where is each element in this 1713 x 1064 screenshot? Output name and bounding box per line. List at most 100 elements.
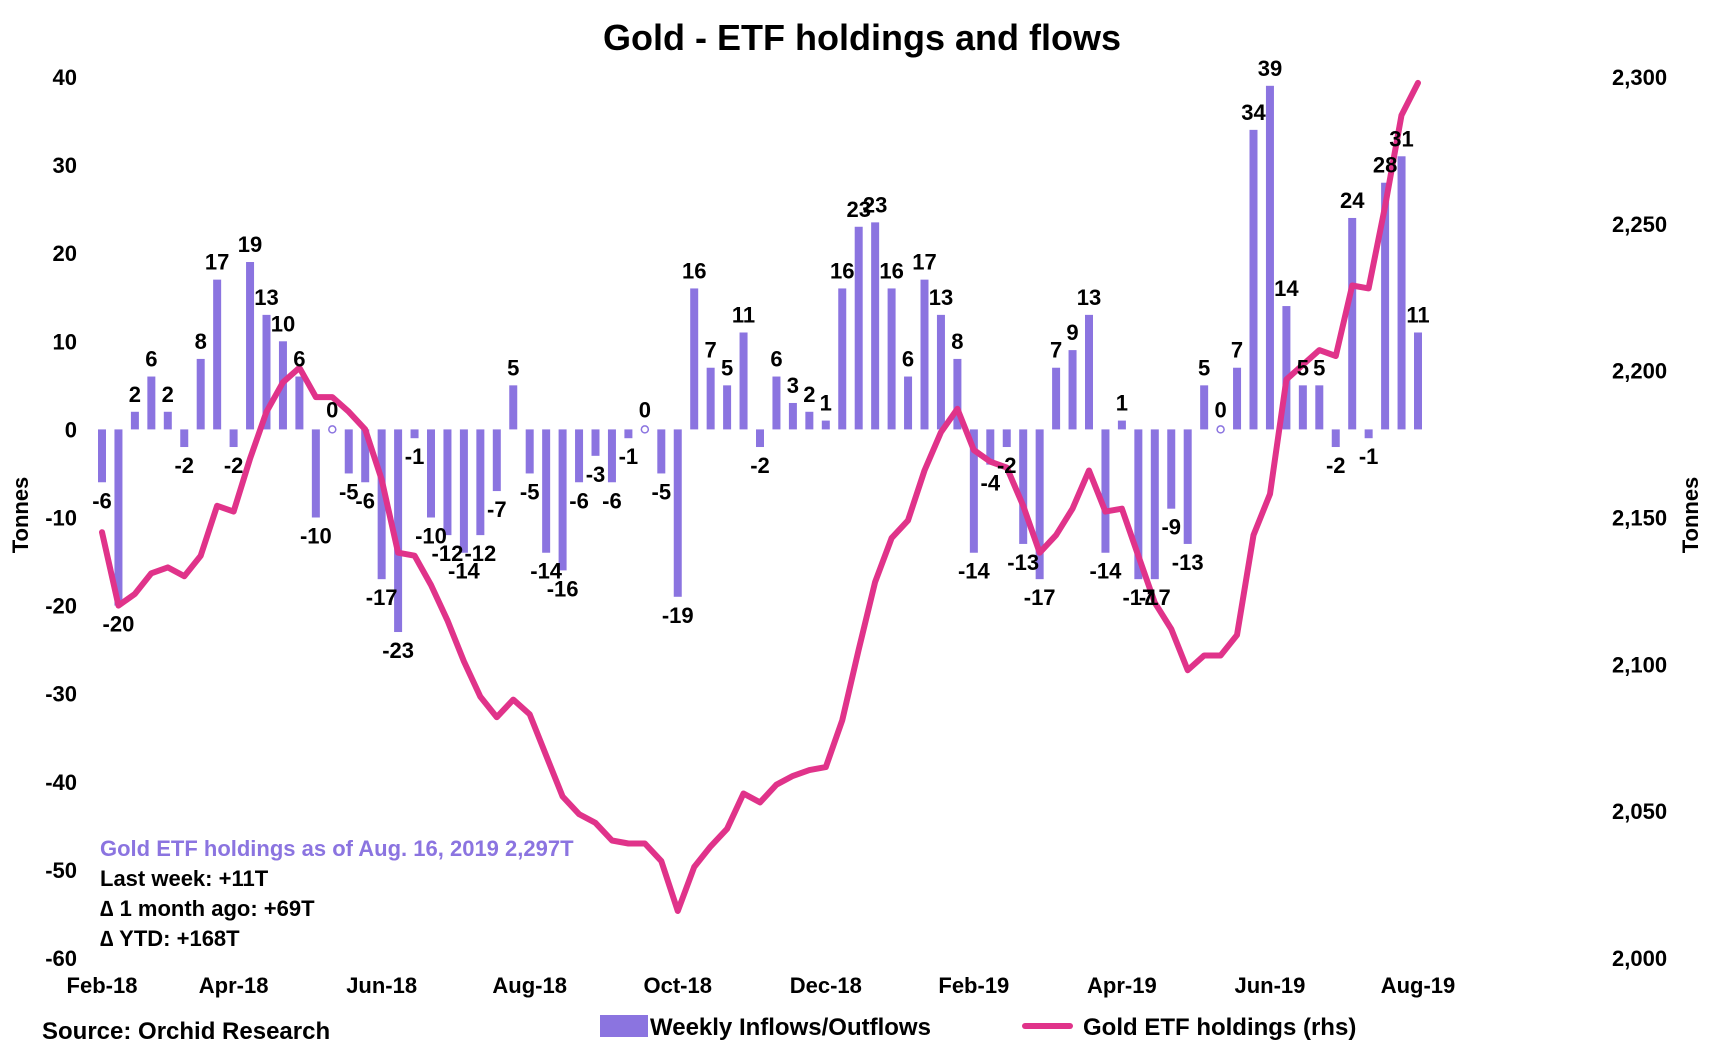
bar-data-label: -4 bbox=[981, 471, 1001, 496]
bar-data-label: 6 bbox=[770, 347, 782, 372]
bar-data-label: 39 bbox=[1258, 56, 1282, 81]
flow-bar bbox=[196, 358, 205, 430]
x-tick-label: Dec-18 bbox=[790, 973, 862, 998]
bar-data-label: -2 bbox=[1326, 453, 1346, 478]
bar-data-label: -14 bbox=[1090, 559, 1123, 584]
flow-bar bbox=[607, 429, 616, 483]
bar-data-label: -13 bbox=[1007, 550, 1039, 575]
flow-bar bbox=[377, 429, 386, 580]
bar-data-label: -1 bbox=[619, 444, 639, 469]
flow-bar bbox=[262, 314, 271, 430]
flow-bar bbox=[1331, 429, 1340, 448]
flow-bar bbox=[1265, 85, 1274, 430]
flow-bar bbox=[246, 262, 255, 430]
right-axis-ticks: 2,300 2,250 2,200 2,150 2,100 2,050 2,000 bbox=[1612, 65, 1667, 971]
bar-data-label: 8 bbox=[951, 329, 963, 354]
x-tick-label: Feb-18 bbox=[67, 973, 138, 998]
flow-bar bbox=[114, 429, 123, 606]
flow-bar bbox=[821, 420, 830, 430]
flow-bar bbox=[1364, 429, 1373, 439]
bar-data-label: 34 bbox=[1241, 100, 1266, 125]
left-axis-ticks: 40 30 20 10 0 -10 -20 -30 -40 -50 -60 bbox=[45, 65, 77, 971]
flow-bar bbox=[936, 314, 945, 430]
x-tick-label: Jun-18 bbox=[346, 973, 417, 998]
flow-bar bbox=[1052, 367, 1061, 430]
flow-bar bbox=[1167, 429, 1176, 509]
bar-data-label: 6 bbox=[293, 347, 305, 372]
flow-bar bbox=[1233, 367, 1242, 430]
flow-bar bbox=[130, 411, 139, 430]
flow-bar bbox=[723, 385, 732, 430]
flow-bar bbox=[838, 288, 847, 430]
flow-bar bbox=[328, 425, 337, 434]
legend-bar-label: Weekly Inflows/Outflows bbox=[650, 1014, 931, 1041]
flow-bar bbox=[788, 402, 797, 430]
flow-bar bbox=[1414, 332, 1422, 430]
bar-data-label: -6 bbox=[569, 488, 589, 513]
flow-bar bbox=[1397, 156, 1406, 430]
bar-data-label: -14 bbox=[530, 559, 563, 584]
bar-data-label: -23 bbox=[382, 638, 414, 663]
flow-bar bbox=[657, 429, 666, 474]
bar-data-label: -6 bbox=[355, 488, 375, 513]
bar-data-label: -20 bbox=[103, 612, 135, 637]
flow-bar bbox=[443, 429, 452, 536]
flow-bar bbox=[459, 429, 468, 553]
bar-data-label: 16 bbox=[682, 258, 706, 283]
flow-bar bbox=[739, 332, 748, 430]
flow-bar bbox=[887, 288, 896, 430]
x-tick-label: Aug-19 bbox=[1381, 973, 1456, 998]
bar-data-label: 10 bbox=[271, 311, 295, 336]
flow-bar bbox=[476, 429, 485, 536]
bar-data-label: 3 bbox=[787, 373, 799, 398]
left-tick-label: 30 bbox=[53, 153, 77, 178]
bar-data-label: 5 bbox=[1198, 355, 1210, 380]
bar-data-label: 24 bbox=[1340, 188, 1365, 213]
flow-bar bbox=[147, 376, 156, 430]
left-tick-label: -40 bbox=[45, 770, 77, 795]
right-tick-label: 2,300 bbox=[1612, 65, 1667, 90]
bar-data-label: 2 bbox=[129, 382, 141, 407]
flow-bar bbox=[969, 429, 978, 553]
left-axis-label: Tonnes bbox=[8, 477, 33, 554]
bar-data-label: -17 bbox=[1024, 585, 1056, 610]
bar-data-label: -12 bbox=[464, 541, 496, 566]
bar-data-label: -5 bbox=[652, 479, 672, 504]
bar-data-label: 5 bbox=[507, 355, 519, 380]
bar-data-label: -2 bbox=[224, 453, 244, 478]
bar-data-label: 0 bbox=[326, 397, 338, 422]
bar-data-label: -6 bbox=[92, 488, 112, 513]
bar-data-label: 6 bbox=[145, 347, 157, 372]
bar-series-weekly-flows bbox=[98, 85, 1422, 633]
flow-bar bbox=[575, 429, 584, 483]
flow-bar bbox=[410, 429, 419, 439]
bar-data-label: 13 bbox=[929, 285, 953, 310]
source-note: Source: Orchid Research bbox=[42, 1018, 330, 1045]
flow-bar bbox=[1200, 385, 1209, 430]
x-tick-label: Apr-19 bbox=[1087, 973, 1157, 998]
bar-data-label: 5 bbox=[1297, 355, 1309, 380]
flow-bar bbox=[361, 429, 370, 483]
bar-data-label: 2 bbox=[803, 382, 815, 407]
flow-bar bbox=[542, 429, 551, 553]
left-tick-label: 0 bbox=[65, 417, 77, 442]
flow-bar bbox=[1348, 217, 1357, 430]
flow-bar bbox=[953, 358, 962, 430]
bar-data-label: 14 bbox=[1274, 276, 1299, 301]
bar-data-label: -5 bbox=[520, 479, 540, 504]
flow-bar bbox=[591, 429, 600, 456]
flow-bar bbox=[805, 411, 814, 430]
annotation-last-week: Last week: +11T bbox=[100, 866, 269, 891]
annotation-one-month: ∆ 1 month ago: +69T bbox=[100, 896, 315, 921]
bar-data-label: -17 bbox=[366, 585, 398, 610]
left-tick-label: -30 bbox=[45, 682, 77, 707]
flow-bar bbox=[673, 429, 682, 597]
bar-data-label: -1 bbox=[405, 444, 425, 469]
bar-data-label: 7 bbox=[705, 338, 717, 363]
flow-bar bbox=[1085, 314, 1093, 430]
x-axis-ticks: Feb-18 Apr-18 Jun-18 Aug-18 Oct-18 Dec-18 Feb-… bbox=[67, 973, 1456, 998]
bar-data-label: -10 bbox=[300, 524, 332, 549]
bar-data-label: -9 bbox=[1161, 515, 1181, 540]
bar-data-label: -5 bbox=[339, 479, 359, 504]
holdings-line bbox=[99, 79, 1421, 914]
